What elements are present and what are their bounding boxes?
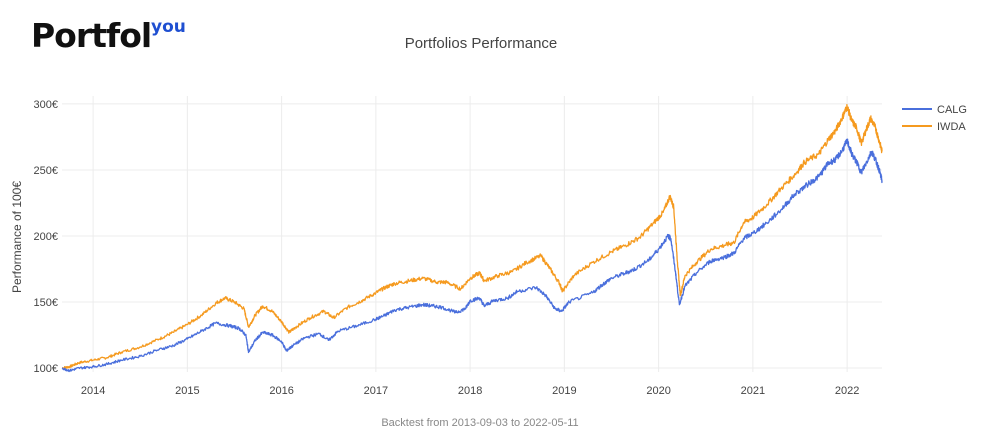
chart-footnote: Backtest from 2013-09-03 to 2022-05-11 <box>381 417 578 429</box>
legend-label: IWDA <box>937 121 966 133</box>
legend-item-iwda[interactable]: IWDA <box>902 121 966 133</box>
x-tick-label: 2019 <box>552 385 576 397</box>
x-tick-label: 2017 <box>364 385 388 397</box>
brand-name: Portfol <box>31 16 152 55</box>
chart-series <box>61 103 883 373</box>
y-tick-label: 300€ <box>34 99 58 111</box>
x-tick-label: 2014 <box>81 385 105 397</box>
brand-superscript: you <box>151 17 186 37</box>
series-line-calg <box>61 138 883 373</box>
chart-legend[interactable]: CALG IWDA <box>902 104 967 133</box>
x-tick-label: 2021 <box>741 385 765 397</box>
x-tick-label: 2015 <box>175 385 199 397</box>
chart-title: Portfolios Performance <box>405 35 558 52</box>
y-axis-ticks: 100€ 150€ 200€ 250€ 300€ <box>34 99 58 375</box>
y-tick-label: 150€ <box>34 297 58 309</box>
x-tick-label: 2016 <box>269 385 293 397</box>
x-axis-ticks: 2014 2015 2016 2017 2018 2019 2020 2021 2022 <box>81 385 860 397</box>
legend-label: CALG <box>937 104 967 116</box>
y-tick-label: 100€ <box>34 363 58 375</box>
chart-grid <box>62 96 882 372</box>
x-tick-label: 2022 <box>835 385 859 397</box>
y-axis-label: Performance of 100€ <box>10 181 24 293</box>
y-tick-label: 250€ <box>34 165 58 177</box>
series-line-iwda <box>61 103 883 370</box>
x-tick-label: 2020 <box>646 385 670 397</box>
x-tick-label: 2018 <box>458 385 482 397</box>
y-tick-label: 200€ <box>34 231 58 243</box>
legend-item-calg[interactable]: CALG <box>902 104 967 116</box>
